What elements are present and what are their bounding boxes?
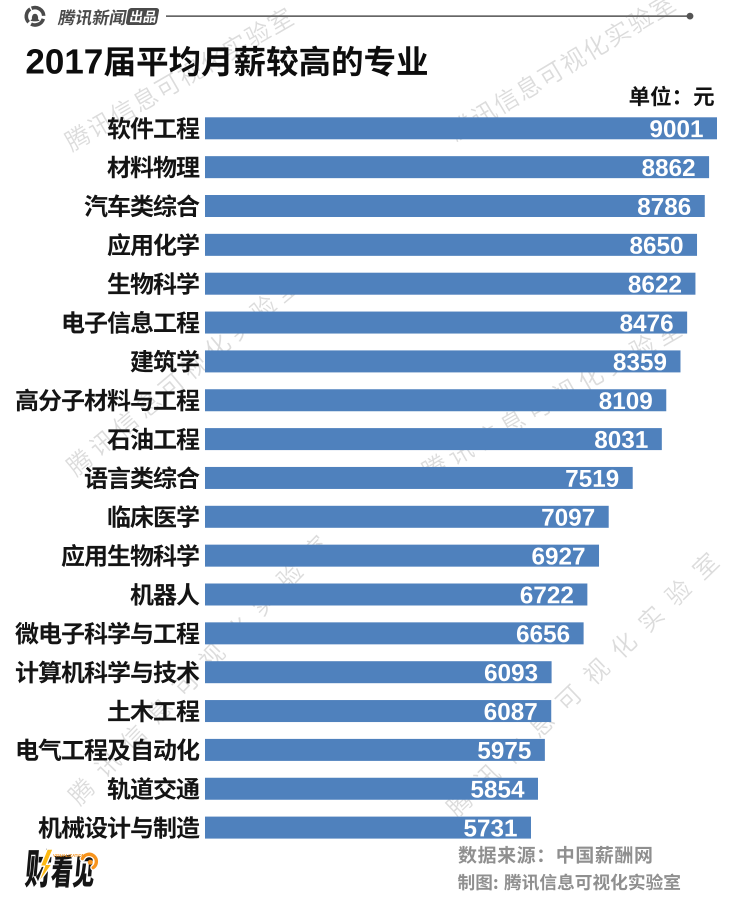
svg-text:VISUALIZATION: VISUALIZATION: [53, 853, 85, 858]
